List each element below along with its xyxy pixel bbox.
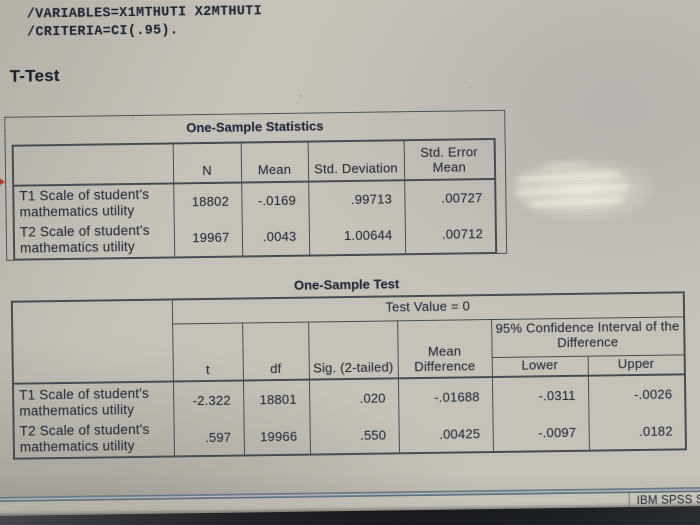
stats-col-header-mean: Mean (240, 141, 309, 183)
stats-table-title: One-Sample Statistics (186, 118, 324, 136)
stats-cell-std-error-mean: .00727 (404, 178, 496, 218)
test-col-header-mean-difference: Mean Difference (397, 319, 492, 379)
test-col-header-df: df (242, 321, 309, 381)
stats-col-header-n: N (172, 142, 242, 184)
stats-cell-n: 19967 (173, 219, 243, 258)
test-col-header-sig: Sig. (2-tailed) (308, 320, 398, 381)
test-cell-sig: .550 (309, 416, 399, 455)
stats-col-header-std-error-mean: Std. Error Mean (403, 138, 496, 181)
one-sample-statistics-object[interactable]: One-Sample Statistics N Mean Std. Deviat… (4, 109, 508, 261)
test-col-header-t: t (172, 322, 243, 382)
one-sample-statistics-table[interactable]: N Mean Std. Deviation Std. Error Mean T1… (11, 137, 498, 261)
output-heading-ttest: T-Test (9, 66, 60, 86)
test-cell-lower: -.0097 (492, 414, 589, 453)
test-cell-mean-difference: -.01688 (397, 377, 493, 417)
stats-cell-std-deviation: .99713 (308, 180, 405, 219)
test-row-label: T2 Scale of student's mathematics utilit… (19, 422, 150, 455)
stats-cell-mean: .0043 (241, 218, 310, 257)
test-cell-t: .597 (173, 418, 245, 457)
test-cell-upper: -.0026 (587, 374, 686, 415)
dust-specks (300, 95, 302, 97)
table-row: T2 Scale of student's mathematics utilit… (14, 215, 497, 260)
test-row-label: T1 Scale of student's mathematics utilit… (19, 385, 150, 419)
syntax-block: /VARIABLES=X1MTHUTI X2MTHUTI /CRITERIA=C… (27, 3, 263, 42)
test-ci-subheader-lower: Lower (491, 355, 588, 378)
test-ci-subheader-upper: Upper (587, 354, 685, 377)
syntax-line: /CRITERIA=CI(.95). (26, 23, 179, 41)
stats-cell-std-deviation: 1.00644 (308, 217, 406, 256)
test-cell-df: 19966 (243, 418, 310, 456)
stats-cell-n: 18802 (173, 182, 242, 221)
glare-reflection (516, 164, 628, 212)
stats-corner-cell (12, 143, 174, 186)
test-cell-lower: -.0311 (491, 376, 589, 416)
one-sample-test-table[interactable]: Test Value = 0 t df Sig. (2-tailed) Mean… (10, 291, 688, 461)
syntax-line: /VARIABLES=X1MTHUTI X2MTHUTI (26, 4, 263, 23)
stats-cell-std-error-mean: .00712 (404, 215, 497, 254)
stats-cell-mean: -.0169 (241, 181, 309, 220)
test-ci-header: 95% Confidence Interval of the Differenc… (491, 316, 685, 358)
test-cell-sig: .020 (308, 378, 399, 419)
stats-row-label: T2 Scale of student's mathematics utilit… (19, 222, 150, 256)
test-corner-cell (11, 299, 173, 385)
stats-col-header-std-deviation: Std. Deviation (307, 140, 405, 182)
stats-row-label: T1 Scale of student's mathematics utilit… (19, 186, 150, 220)
test-cell-mean-difference: .00425 (398, 415, 493, 454)
test-cell-upper: .0182 (588, 412, 686, 451)
test-cell-t: -2.322 (172, 380, 244, 420)
test-cell-df: 18801 (242, 380, 310, 419)
